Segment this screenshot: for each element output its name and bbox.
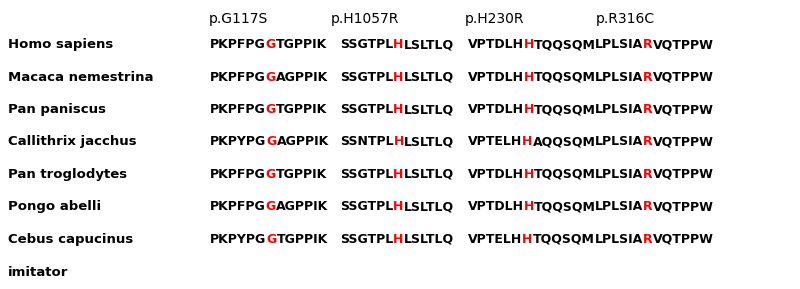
Text: TQQSQM: TQQSQM — [534, 38, 596, 51]
Text: PKPYPG: PKPYPG — [210, 233, 266, 245]
Text: H: H — [394, 200, 404, 213]
Text: AGPPIK: AGPPIK — [276, 200, 328, 213]
Text: H: H — [394, 168, 404, 181]
Text: Callithrix jacchus: Callithrix jacchus — [8, 136, 137, 148]
Text: TQQSQM: TQQSQM — [534, 71, 596, 84]
Text: LPLSIA: LPLSIA — [595, 136, 643, 148]
Text: LPLSIA: LPLSIA — [595, 71, 643, 84]
Text: VPTDLH: VPTDLH — [468, 168, 524, 181]
Text: G: G — [266, 103, 276, 116]
Text: PKPFPG: PKPFPG — [210, 103, 266, 116]
Text: LPLSIA: LPLSIA — [595, 38, 643, 51]
Text: H: H — [524, 103, 534, 116]
Text: VQTPPW: VQTPPW — [653, 233, 714, 245]
Text: H: H — [394, 103, 404, 116]
Text: Homo sapiens: Homo sapiens — [8, 38, 114, 51]
Text: Pan paniscus: Pan paniscus — [8, 103, 106, 116]
Text: SSGTPL: SSGTPL — [340, 233, 394, 245]
Text: G: G — [266, 200, 276, 213]
Text: imitator: imitator — [8, 266, 68, 279]
Text: TQQSQM: TQQSQM — [534, 168, 596, 181]
Text: Macaca nemestrina: Macaca nemestrina — [8, 71, 154, 84]
Text: SSGTPL: SSGTPL — [340, 71, 394, 84]
Text: p.H230R: p.H230R — [466, 12, 525, 26]
Text: VPTDLH: VPTDLH — [468, 200, 524, 213]
Text: VQTPPW: VQTPPW — [653, 168, 714, 181]
Text: LPLSIA: LPLSIA — [595, 233, 643, 245]
Text: VPTELH: VPTELH — [468, 136, 522, 148]
Text: H: H — [524, 168, 534, 181]
Text: TGPPIK: TGPPIK — [276, 38, 327, 51]
Text: PKPFPG: PKPFPG — [210, 168, 266, 181]
Text: H: H — [522, 233, 533, 245]
Text: SSGTPL: SSGTPL — [340, 38, 394, 51]
Text: H: H — [524, 38, 534, 51]
Text: TGPPIK: TGPPIK — [276, 168, 327, 181]
Text: Pan troglodytes: Pan troglodytes — [8, 168, 127, 181]
Text: TQQSQM: TQQSQM — [534, 103, 596, 116]
Text: G: G — [266, 136, 277, 148]
Text: PKPFPG: PKPFPG — [210, 38, 266, 51]
Text: R: R — [643, 168, 653, 181]
Text: VQTPPW: VQTPPW — [653, 103, 714, 116]
Text: VPTDLH: VPTDLH — [468, 38, 524, 51]
Text: H: H — [394, 233, 404, 245]
Text: VPTDLH: VPTDLH — [468, 103, 524, 116]
Text: LSLTLQ: LSLTLQ — [404, 168, 454, 181]
Text: Cebus capucinus: Cebus capucinus — [8, 233, 134, 245]
Text: SSNTPL: SSNTPL — [340, 136, 394, 148]
Text: VQTPPW: VQTPPW — [653, 38, 714, 51]
Text: PKPYPG: PKPYPG — [210, 136, 266, 148]
Text: G: G — [266, 38, 276, 51]
Text: G: G — [266, 233, 277, 245]
Text: AGPPIK: AGPPIK — [277, 136, 329, 148]
Text: LSLTLQ: LSLTLQ — [404, 71, 454, 84]
Text: LSLTLQ: LSLTLQ — [404, 136, 454, 148]
Text: VQTPPW: VQTPPW — [653, 200, 714, 213]
Text: LSLTLQ: LSLTLQ — [404, 103, 454, 116]
Text: VPTDLH: VPTDLH — [468, 71, 524, 84]
Text: AQQSQM: AQQSQM — [533, 136, 595, 148]
Text: VQTPPW: VQTPPW — [653, 136, 714, 148]
Text: H: H — [394, 71, 404, 84]
Text: p.G117S: p.G117S — [208, 12, 268, 26]
Text: H: H — [524, 71, 534, 84]
Text: TGPPIK: TGPPIK — [276, 103, 327, 116]
Text: R: R — [643, 71, 653, 84]
Text: TQQSQM: TQQSQM — [533, 233, 594, 245]
Text: VPTELH: VPTELH — [468, 233, 522, 245]
Text: LSLTLQ: LSLTLQ — [404, 233, 454, 245]
Text: G: G — [266, 71, 276, 84]
Text: LPLSIA: LPLSIA — [595, 103, 643, 116]
Text: H: H — [524, 200, 534, 213]
Text: R: R — [643, 200, 653, 213]
Text: SSGTPL: SSGTPL — [340, 168, 394, 181]
Text: R: R — [643, 38, 653, 51]
Text: Pongo abelli: Pongo abelli — [8, 200, 101, 213]
Text: LPLSIA: LPLSIA — [595, 168, 643, 181]
Text: G: G — [266, 168, 276, 181]
Text: R: R — [643, 136, 653, 148]
Text: TQQSQM: TQQSQM — [534, 200, 596, 213]
Text: H: H — [394, 38, 404, 51]
Text: LSLTLQ: LSLTLQ — [404, 200, 454, 213]
Text: p.H1057R: p.H1057R — [331, 12, 399, 26]
Text: SSGTPL: SSGTPL — [340, 103, 394, 116]
Text: TGPPIK: TGPPIK — [277, 233, 328, 245]
Text: SSGTPL: SSGTPL — [340, 200, 394, 213]
Text: R: R — [643, 103, 653, 116]
Text: PKPFPG: PKPFPG — [210, 200, 266, 213]
Text: R: R — [643, 233, 653, 245]
Text: H: H — [394, 136, 404, 148]
Text: PKPFPG: PKPFPG — [210, 71, 266, 84]
Text: p.R316C: p.R316C — [595, 12, 654, 26]
Text: VQTPPW: VQTPPW — [653, 71, 714, 84]
Text: H: H — [522, 136, 533, 148]
Text: AGPPIK: AGPPIK — [276, 71, 328, 84]
Text: LSLTLQ: LSLTLQ — [404, 38, 454, 51]
Text: LPLSIA: LPLSIA — [595, 200, 643, 213]
